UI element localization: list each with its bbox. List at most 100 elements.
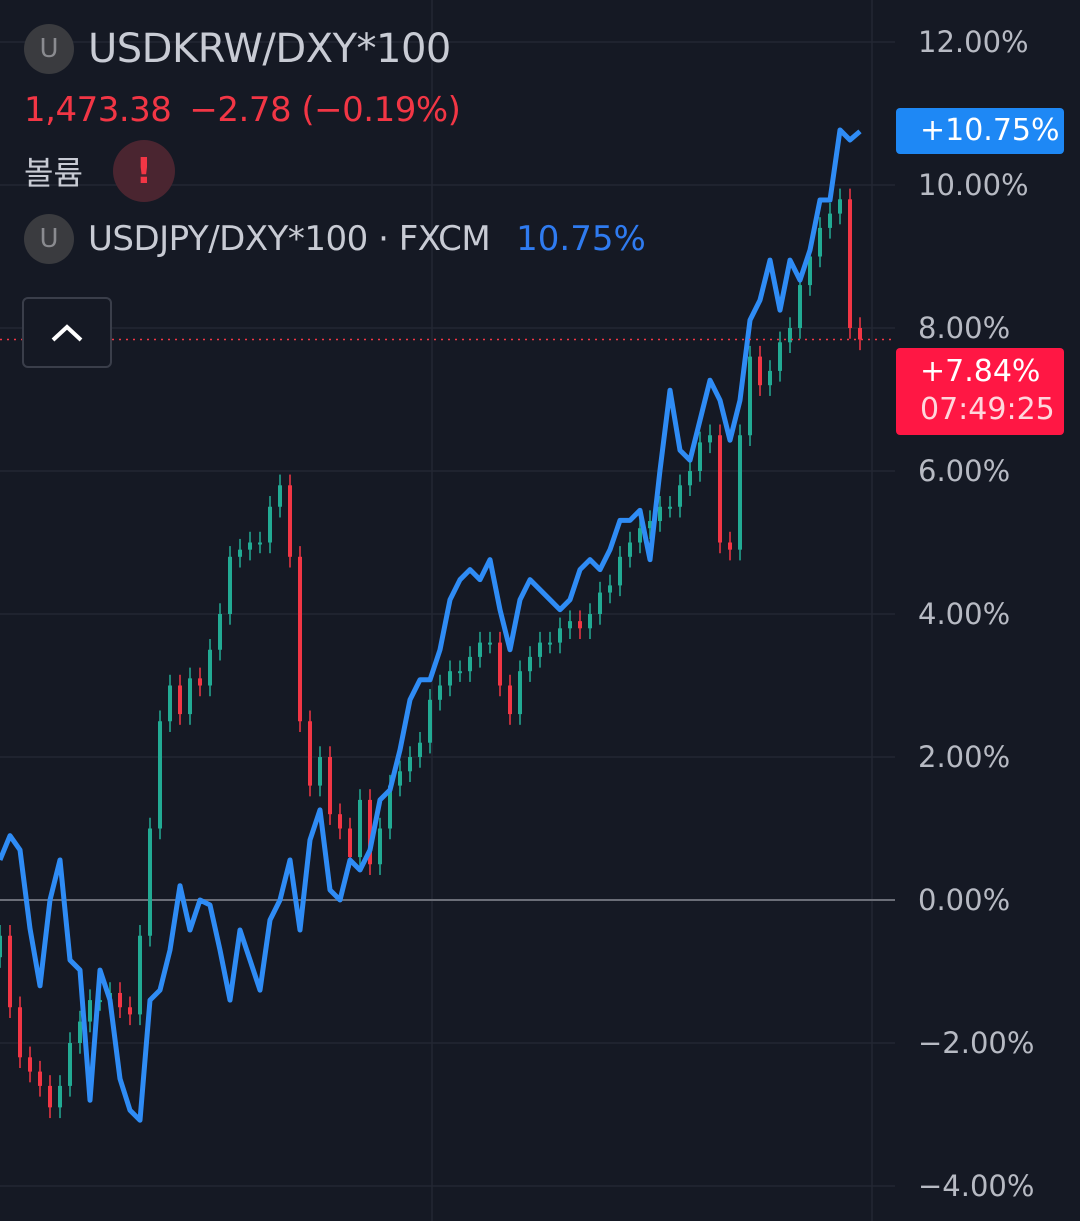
candle-body (298, 556, 302, 722)
candle-body (568, 621, 572, 629)
main-symbol-row[interactable]: U USDKRW/DXY*100 (24, 24, 646, 74)
y-tick-label: 8.00% (918, 311, 1011, 345)
main-price-tag-value: +7.84% (920, 354, 1041, 389)
compare-price-tag: +10.75% (896, 108, 1064, 154)
candle-body (738, 435, 742, 550)
candle-body (328, 757, 332, 815)
candle-body (148, 828, 152, 936)
candle-body (38, 1071, 42, 1086)
candle-body (588, 614, 592, 629)
warning-icon[interactable]: ! (112, 140, 175, 202)
candle-body (268, 506, 272, 543)
y-tick-label: −2.00% (918, 1026, 1035, 1060)
last-price: 1,473.38 (24, 90, 172, 130)
candle-body (658, 506, 662, 522)
candle-body (838, 199, 842, 214)
candle-body (578, 621, 582, 629)
candle-body (168, 685, 172, 722)
candle-body (358, 799, 362, 858)
candle-body (118, 992, 122, 1008)
candle-body (188, 678, 192, 715)
candle-body (18, 1007, 22, 1058)
candle-body (678, 485, 682, 507)
candle-body (258, 542, 262, 545)
candle-body (718, 435, 722, 543)
line-usdjpy (0, 127, 862, 1123)
candle-body (488, 642, 492, 645)
candle-body (638, 528, 642, 543)
candle-body (238, 549, 242, 557)
candle-body (8, 935, 12, 1008)
candle-body (458, 671, 462, 674)
candle-body (558, 628, 562, 643)
candle-body (508, 685, 512, 715)
y-tick-label: 10.00% (918, 168, 1029, 202)
candle-body (468, 656, 472, 672)
candle-body (778, 342, 782, 371)
candle-body (758, 356, 762, 386)
candle-body (608, 585, 612, 593)
candle-body (68, 1043, 72, 1086)
candle-body (538, 642, 542, 657)
volume-row[interactable]: 볼륨 ! (24, 140, 646, 202)
candle-body (418, 742, 422, 757)
price-change: −2.78 (−0.19%) (189, 90, 461, 130)
candle-body (698, 442, 702, 471)
candle-body (128, 1007, 132, 1015)
candle-body (618, 556, 622, 586)
candle-body (798, 285, 802, 328)
legend: U USDKRW/DXY*100 1,473.38 −2.78 (−0.19%)… (24, 24, 646, 264)
collapse-legend-button[interactable] (22, 297, 112, 368)
compare-value: 10.75% (516, 219, 646, 259)
candle-body (338, 814, 342, 829)
candle-body (408, 757, 412, 772)
candle-body (398, 771, 402, 786)
candle-body (0, 935, 2, 958)
candle-body (428, 699, 432, 743)
y-tick-label: −4.00% (918, 1169, 1035, 1203)
candle-body (78, 1021, 82, 1043)
symbol-logo-icon: U (24, 24, 74, 74)
compare-symbol: USDJPY/DXY*100 · FXCM (88, 219, 491, 259)
candle-body (708, 435, 712, 443)
candle-body (218, 614, 222, 650)
y-tick-label: 4.00% (918, 597, 1011, 631)
candle-body (768, 370, 772, 386)
candle-body (598, 592, 602, 614)
candle-body (438, 685, 442, 700)
candle-body (228, 556, 232, 614)
candle-body (788, 328, 792, 343)
candle-body (178, 685, 182, 715)
grid (0, 0, 895, 1221)
candle-body (28, 1057, 32, 1072)
candle-body (308, 721, 312, 786)
candle-body (628, 542, 632, 557)
candle-body (58, 1085, 62, 1108)
candle-body (248, 542, 252, 550)
candles-usdkrw (0, 188, 862, 1119)
candle-body (348, 828, 352, 858)
candle-body (828, 213, 832, 228)
candle-body (478, 642, 482, 657)
chevron-up-icon (51, 323, 83, 341)
candle-body (848, 199, 852, 328)
candle-body (668, 506, 672, 509)
compare-logo-icon: U (24, 214, 74, 264)
candle-body (518, 671, 522, 715)
candle-body (318, 757, 322, 786)
candle-body (208, 649, 212, 686)
candle-body (48, 1085, 52, 1108)
candle-body (748, 356, 752, 436)
main-price-tag: +7.84% 07:49:25 (896, 348, 1064, 435)
y-tick-label: 2.00% (918, 740, 1011, 774)
candle-body (198, 678, 202, 686)
candle-body (88, 1000, 92, 1022)
candle-body (368, 799, 372, 865)
compare-symbol-row[interactable]: U USDJPY/DXY*100 · FXCM 10.75% (24, 214, 646, 264)
candle-body (548, 642, 552, 645)
candle-body (448, 671, 452, 686)
candle-body (648, 521, 652, 529)
candle-body (688, 471, 692, 486)
candle-body (288, 485, 292, 557)
